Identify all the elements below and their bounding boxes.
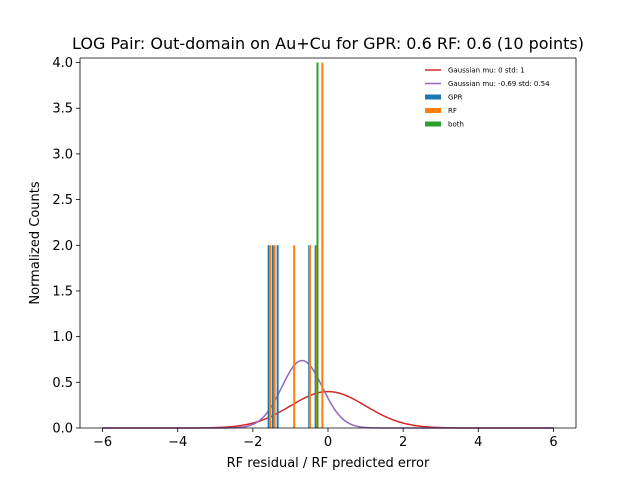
legend-entry-5: both xyxy=(425,121,464,129)
legend-swatch xyxy=(425,121,441,127)
y-tick-label: 3.0 xyxy=(52,147,73,162)
y-tick-label: 2.0 xyxy=(52,239,73,254)
legend-entry-1: Gaussian mu: 0 std: 1 xyxy=(425,67,525,75)
x-tick-label: 0 xyxy=(324,435,332,450)
x-tick-label: 2 xyxy=(399,435,407,450)
gaussian-curve-2 xyxy=(102,359,554,429)
y-tick-label: 0.5 xyxy=(52,376,73,391)
legend-swatch xyxy=(425,94,441,100)
x-axis-ticks: −6 −4 −2 0 2 4 6 xyxy=(93,428,558,450)
y-axis-ticks: 0.0 0.5 1.0 1.5 2.0 2.5 3.0 3.5 4.0 xyxy=(52,56,80,437)
chart-title: LOG Pair: Out-domain on Au+Cu for GPR: 0… xyxy=(72,34,584,53)
rf-bar-2 xyxy=(273,245,276,428)
plot-area xyxy=(80,58,576,428)
y-tick-label: 1.5 xyxy=(52,284,73,299)
x-axis-label: RF residual / RF predicted error xyxy=(227,456,430,471)
both-bar-1 xyxy=(316,62,319,428)
rf-bar-3 xyxy=(293,245,296,428)
legend-label: both xyxy=(448,121,464,129)
rf-bar-6 xyxy=(321,62,324,428)
legend-label: Gaussian mu: 0 std: 1 xyxy=(448,67,525,75)
legend-label: RF xyxy=(448,107,457,115)
x-tick-label: −6 xyxy=(93,435,112,450)
y-tick-label: 3.5 xyxy=(52,102,73,117)
gpr-bar-1 xyxy=(267,245,270,428)
rf-bar-4 xyxy=(308,245,311,428)
legend-entry-2: Gaussian mu: -0.69 std: 0.54 xyxy=(425,80,550,88)
gpr-bar-5 xyxy=(314,245,317,428)
legend-entry-3: GPR xyxy=(425,94,463,102)
legend-label: GPR xyxy=(448,94,463,102)
y-tick-label: 2.5 xyxy=(52,193,73,208)
x-tick-label: 6 xyxy=(549,435,557,450)
y-tick-label: 1.0 xyxy=(52,330,73,345)
rf-bar-1 xyxy=(269,245,272,428)
y-tick-label: 4.0 xyxy=(52,56,73,71)
x-tick-label: −4 xyxy=(168,435,187,450)
axes-frame xyxy=(79,57,577,429)
legend-swatch xyxy=(425,108,441,113)
y-tick-label: 0.0 xyxy=(52,422,73,437)
gpr-bar-3 xyxy=(276,245,279,428)
gaussian-curves xyxy=(102,359,554,429)
legend-entry-4: RF xyxy=(425,107,457,115)
legend-label: Gaussian mu: -0.69 std: 0.54 xyxy=(448,80,550,88)
x-tick-label: −2 xyxy=(243,435,262,450)
x-tick-label: 4 xyxy=(474,435,482,450)
y-axis-label: Normalized Counts xyxy=(28,181,43,304)
gpr-bar-2 xyxy=(271,245,274,428)
legend: Gaussian mu: 0 std: 1 Gaussian mu: -0.69 … xyxy=(425,67,550,129)
histogram-bars xyxy=(267,62,324,428)
